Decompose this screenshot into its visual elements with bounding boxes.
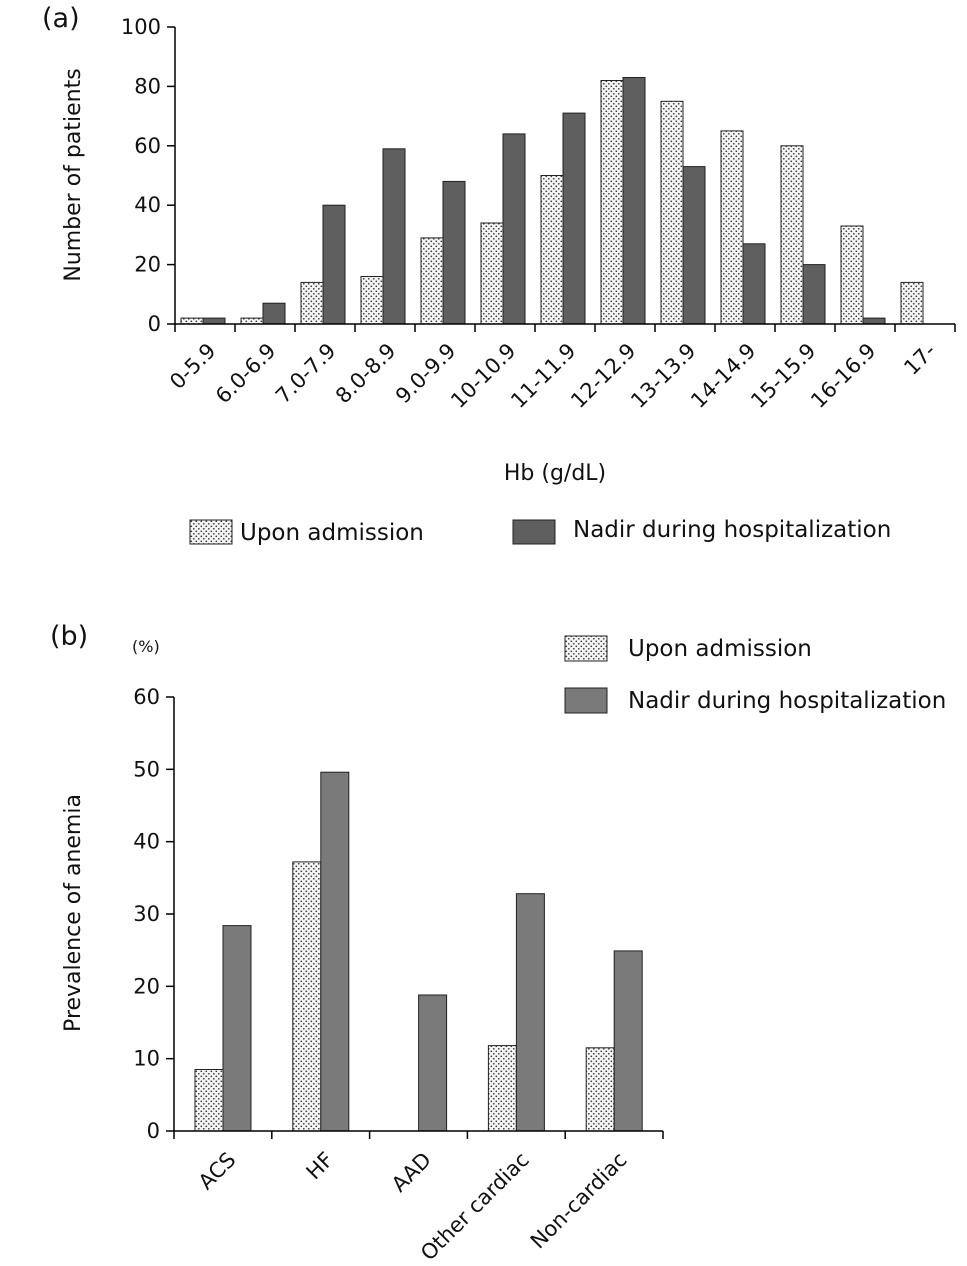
panel-b-bar-nadir: [418, 994, 448, 1132]
panel-a-bar-nadir: [682, 166, 706, 325]
panel-a-bar-nadir: [502, 133, 526, 325]
panel-a-bar-nadir: [322, 204, 346, 325]
panel-a-x-category-label: 8.0-8.9: [331, 339, 401, 409]
panel-a-bar-admission: [300, 281, 324, 325]
panel-a-histogram: (a) 0 20 40 60 80 100 0-5.96.0-6.97.0-7.98.0-8…: [42, 3, 956, 546]
panel-a-x-category-label: 17-: [899, 339, 940, 380]
panel-a-x-category-label: 13-13.9: [626, 339, 700, 413]
panel-b-legend-swatch-admission: [564, 635, 608, 662]
panel-a-x-category-label: 14-14.9: [686, 339, 760, 413]
panel-a-bar-nadir: [742, 243, 766, 325]
panel-a-y-tick-label: 20: [134, 253, 161, 277]
panel-b-y-tick-label: 30: [133, 902, 160, 926]
panel-b-unit-label: (%): [132, 637, 160, 656]
panel-b-x-category-label: AAD: [387, 1148, 436, 1197]
panel-b-x-category-label: HF: [302, 1148, 339, 1185]
panel-a-bar-admission: [660, 100, 684, 325]
panel-a-bar-admission: [360, 276, 384, 325]
panel-a-x-category-label: 11-11.9: [506, 339, 580, 413]
panel-b-bar-nadir: [320, 771, 350, 1132]
panel-b-y-tick-label: 40: [133, 830, 160, 854]
panel-a-bar-admission: [540, 175, 564, 325]
panel-a-y-tick-label: 60: [134, 134, 161, 158]
panel-b-y-tick-label: 50: [133, 757, 160, 781]
panel-a-bars: [180, 77, 924, 325]
panel-a-bar-admission: [780, 145, 804, 325]
panel-a-bar-nadir: [382, 148, 406, 325]
panel-a-bar-admission: [180, 317, 204, 325]
panel-b-legend-label-admission: Upon admission: [628, 636, 812, 662]
panel-a-bar-nadir: [802, 264, 826, 325]
panel-a-y-tick-label: 0: [148, 312, 161, 336]
panel-a-x-category-label: 7.0-7.9: [271, 339, 341, 409]
panel-b-x-category-label: Non-cardiac: [526, 1148, 632, 1254]
panel-a-x-axis-title: Hb (g/dL): [504, 461, 606, 486]
panel-a-axes: 0204060801000-5.96.0-6.97.0-7.98.0-8.99.…: [121, 15, 956, 413]
panel-a-legend-label-nadir: Nadir during hospitalization: [573, 517, 891, 543]
panel-a-y-tick-label: 40: [134, 193, 161, 217]
panel-a-y-tick-label: 80: [134, 74, 161, 98]
panel-a-bar-nadir: [862, 317, 886, 325]
panel-a-bar-admission: [240, 317, 264, 325]
panel-b-bar-admission: [487, 1045, 517, 1132]
panel-a-legend-swatch-nadir: [512, 519, 556, 545]
panel-b-legend-label-nadir: Nadir during hospitalization: [628, 688, 946, 714]
panel-a-bar-admission: [600, 80, 624, 325]
panel-b-bar-nadir: [613, 950, 643, 1132]
panel-b-y-tick-label: 0: [147, 1119, 160, 1143]
panel-b-bar-admission: [194, 1069, 224, 1132]
panel-a-bar-nadir: [562, 112, 586, 325]
panel-b-y-axis-title: Prevalence of anemia: [61, 794, 86, 1032]
panel-b-bars: [194, 771, 643, 1132]
panel-a-bar-nadir: [442, 180, 466, 325]
panel-a-bar-admission: [720, 130, 744, 325]
panel-a-x-category-label: 12-12.9: [566, 339, 640, 413]
panel-b-label: (b): [50, 621, 88, 652]
panel-b-y-tick-label: 20: [133, 974, 160, 998]
panel-b-legend-swatch-nadir: [564, 687, 608, 714]
panel-a-label: (a): [42, 3, 80, 34]
panel-b-bar-admission: [292, 861, 322, 1132]
panel-b-bar-nadir: [515, 893, 545, 1132]
panel-a-bar-nadir: [202, 317, 226, 325]
panel-a-bar-admission: [480, 222, 504, 325]
panel-a-legend-label-admission: Upon admission: [240, 520, 424, 546]
panel-a-bar-admission: [900, 281, 924, 325]
panel-b-bar-nadir: [222, 925, 252, 1132]
panel-a-x-category-label: 6.0-6.9: [211, 339, 281, 409]
panel-a-x-category-label: 16-16.9: [806, 339, 880, 413]
panel-b-y-tick-label: 10: [133, 1047, 160, 1071]
panel-a-bar-nadir: [262, 302, 286, 325]
panel-a-bar-admission: [420, 237, 444, 325]
panel-a-x-category-label: 15-15.9: [746, 339, 820, 413]
panel-a-x-category-label: 0-5.9: [165, 339, 220, 394]
panel-a-x-category-label: 10-10.9: [446, 339, 520, 413]
panel-a-bar-nadir: [622, 77, 646, 325]
panel-a-bar-admission: [840, 225, 864, 325]
panel-a-legend-swatch-admission: [189, 519, 233, 545]
panel-b-legend: Upon admission Nadir during hospitalizat…: [564, 635, 946, 714]
panel-a-y-tick-label: 100: [121, 15, 161, 39]
panel-b-bar-admission: [585, 1047, 615, 1132]
panel-a-legend: Upon admission Nadir during hospitalizat…: [189, 517, 891, 546]
panel-b-x-category-label: ACS: [194, 1148, 241, 1195]
panel-b-y-tick-label: 60: [133, 685, 160, 709]
panel-a-y-axis-title: Number of patients: [61, 68, 86, 281]
